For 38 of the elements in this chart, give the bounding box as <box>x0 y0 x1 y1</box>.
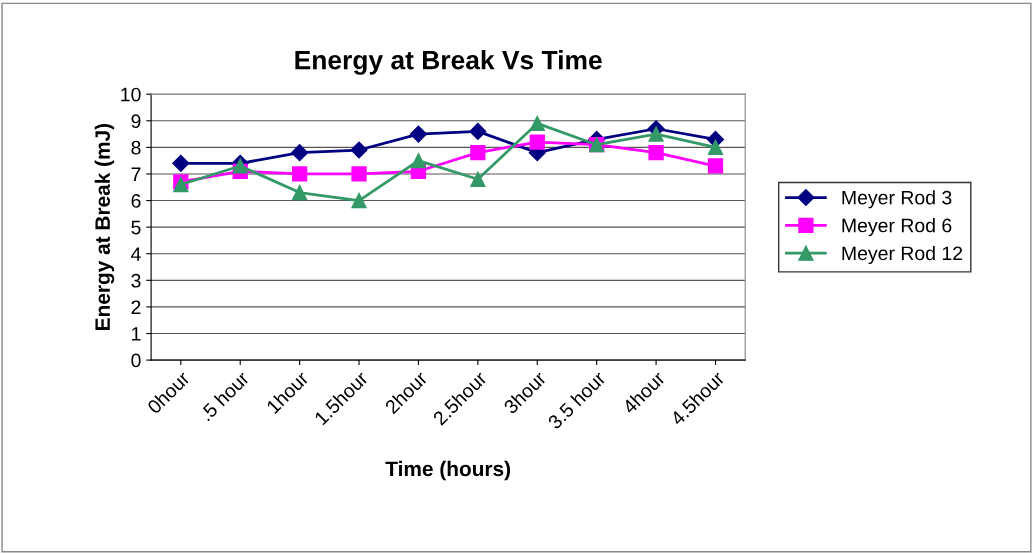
y-tick-label: 1 <box>132 327 141 341</box>
point <box>470 145 486 161</box>
point <box>291 144 309 162</box>
point <box>470 171 486 187</box>
y-tick-label: 10 <box>121 87 141 102</box>
y-tick-label: 2 <box>131 300 141 314</box>
legend-label: Meyer Rod 3 <box>842 190 952 209</box>
x-axis-title: Time (hours) <box>385 460 511 481</box>
point <box>707 158 724 174</box>
y-tick-label: 0 <box>131 353 141 368</box>
y-tick-label: 6 <box>131 194 141 208</box>
point <box>648 145 664 161</box>
y-tick-label: 3 <box>131 273 141 288</box>
y-tick-label: 4 <box>131 247 141 261</box>
y-tick-label: 5 <box>131 220 141 235</box>
point <box>409 125 428 143</box>
y-tick-label: 7 <box>131 167 141 181</box>
point <box>351 192 367 209</box>
chart-title: Energy at Break Vs Time <box>295 50 602 75</box>
point <box>707 139 724 156</box>
legend-label: Meyer Rod 12 <box>842 245 963 265</box>
y-axis-title: Energy at Break (mJ) <box>94 123 115 330</box>
point <box>529 134 545 150</box>
point <box>232 158 248 174</box>
y-tick-label: 8 <box>131 140 141 155</box>
legend-label: Meyer Rod 6 <box>842 218 952 237</box>
point <box>529 115 545 132</box>
point <box>469 122 487 140</box>
point <box>291 184 308 201</box>
x-tick-label: 3.5 hour <box>546 370 607 430</box>
point <box>648 126 664 142</box>
point <box>172 154 190 172</box>
point <box>410 153 427 169</box>
point <box>350 141 368 159</box>
y-tick-label: 9 <box>131 114 141 129</box>
point <box>291 166 308 182</box>
point <box>351 166 367 182</box>
x-tick-label: .5 hour <box>198 370 251 422</box>
